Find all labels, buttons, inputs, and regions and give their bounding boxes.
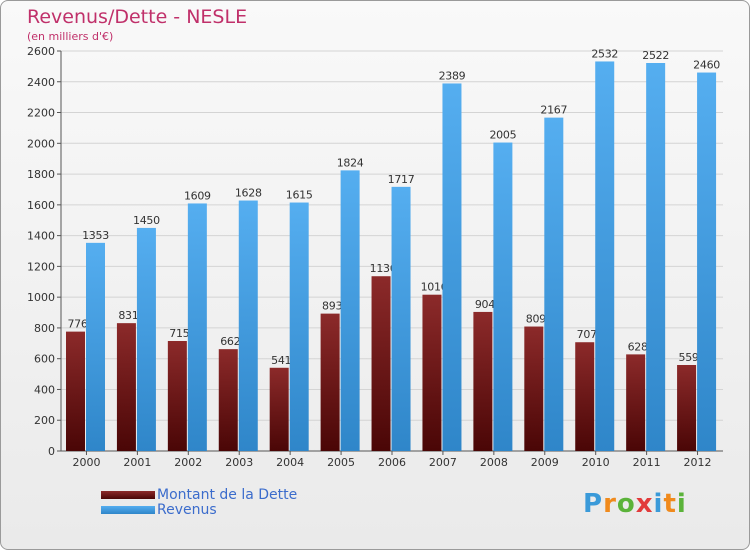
revenue-bar [340,170,360,451]
revenue-bar [391,186,411,451]
x-tick-label: 2009 [531,456,559,469]
y-tick-label: 800 [34,322,55,335]
revenue-bar [86,242,105,451]
revenue-bar [187,203,207,451]
logo-letter: t [663,489,677,519]
revenue-value-label: 1353 [82,229,109,242]
debt-value-label: 628 [628,340,648,353]
logo-letter: i [676,489,687,519]
x-tick-label: 2011 [633,456,661,469]
debt-bar [371,276,391,451]
revenue-value-label: 2522 [642,49,669,62]
x-tick-label: 2008 [480,456,508,469]
debt-bar [66,331,85,451]
logo-letter: r [603,489,617,519]
revenue-value-label: 1609 [184,189,211,202]
legend-label-debt: Montant de la Dette [157,486,298,503]
revenue-bar [493,142,513,452]
debt-bar [626,354,646,451]
debt-value-label: 904 [475,298,495,311]
revenue-bar [544,117,564,451]
debt-value-label: 809 [526,313,546,326]
chart-title: Revenus/Dette - NESLE [27,6,248,28]
x-tick-label: 2002 [174,456,202,469]
y-tick-label: 2200 [27,107,55,120]
debt-bar [473,311,493,451]
debt-bar [167,341,187,451]
revenue-value-label: 1615 [286,189,313,202]
y-tick-label: 400 [34,383,55,396]
x-tick-label: 2007 [429,456,457,469]
revenue-bar [289,202,309,451]
debt-bar [524,326,544,451]
revenue-bar [697,72,717,452]
proxiti-logo: Proxiti [583,489,687,519]
revenue-bar [136,227,156,451]
y-tick-label: 600 [34,353,55,366]
legend-item-revenue: Revenus [101,501,297,518]
y-tick-label: 1600 [27,199,55,212]
x-tick-label: 2003 [225,456,253,469]
debt-bar [269,367,289,451]
debt-bar [422,294,442,451]
logo-letter: o [616,489,636,519]
x-tick-label: 2000 [72,456,100,469]
y-tick-label: 1000 [27,291,55,304]
debt-value-label: 559 [679,351,699,364]
revenue-value-label: 2167 [540,104,567,117]
debt-value-label: 715 [169,327,189,340]
legend-swatch-debt [101,490,155,499]
x-tick-label: 2004 [276,456,304,469]
logo-letter: x [635,489,654,519]
y-tick-label: 2400 [27,76,55,89]
revenue-value-label: 2005 [489,129,516,142]
debt-value-label: 1136 [370,262,397,275]
revenue-value-label: 2532 [591,47,618,60]
revenue-bar [595,61,615,451]
revenue-value-label: 1628 [235,187,262,200]
chart-subtitle: (en milliers d'€) [27,30,114,43]
revenue-value-label: 2460 [693,59,720,72]
x-tick-label: 2001 [123,456,151,469]
revenue-bar [238,200,258,451]
legend-swatch-revenue [101,505,155,514]
x-tick-label: 2005 [327,456,355,469]
y-tick-label: 2000 [27,137,55,150]
debt-value-label: 831 [118,309,138,322]
x-tick-label: 2006 [378,456,406,469]
debt-bar [320,313,340,451]
revenue-value-label: 1824 [337,156,364,169]
debt-value-label: 662 [220,335,240,348]
debt-value-label: 1016 [421,281,448,294]
chart-legend: Montant de la Dette Revenus [101,486,298,518]
debt-value-label: 707 [577,328,597,341]
y-tick-label: 200 [34,414,55,427]
debt-value-label: 776 [67,318,87,331]
logo-letter: P [583,489,604,519]
debt-bar [218,349,238,451]
debt-bar [575,342,595,451]
revenue-bar [646,63,666,451]
debt-bar [116,323,136,451]
revenue-value-label: 1450 [133,214,160,227]
logo-letter: i [653,489,664,519]
x-tick-label: 2012 [684,456,712,469]
y-tick-label: 0 [48,445,55,458]
revenue-value-label: 2389 [439,69,466,82]
y-tick-label: 1800 [27,168,55,181]
x-tick-label: 2010 [582,456,610,469]
legend-label-revenue: Revenus [157,501,217,518]
debt-bar [677,365,697,451]
legend-item-debt: Montant de la Dette [101,486,298,503]
y-tick-label: 1200 [27,260,55,273]
debt-value-label: 541 [271,354,291,367]
revenue-value-label: 1717 [388,173,415,186]
y-tick-label: 2600 [27,45,55,58]
y-tick-label: 1400 [27,230,55,243]
revenue-bar [442,83,462,451]
debt-value-label: 893 [322,300,342,313]
